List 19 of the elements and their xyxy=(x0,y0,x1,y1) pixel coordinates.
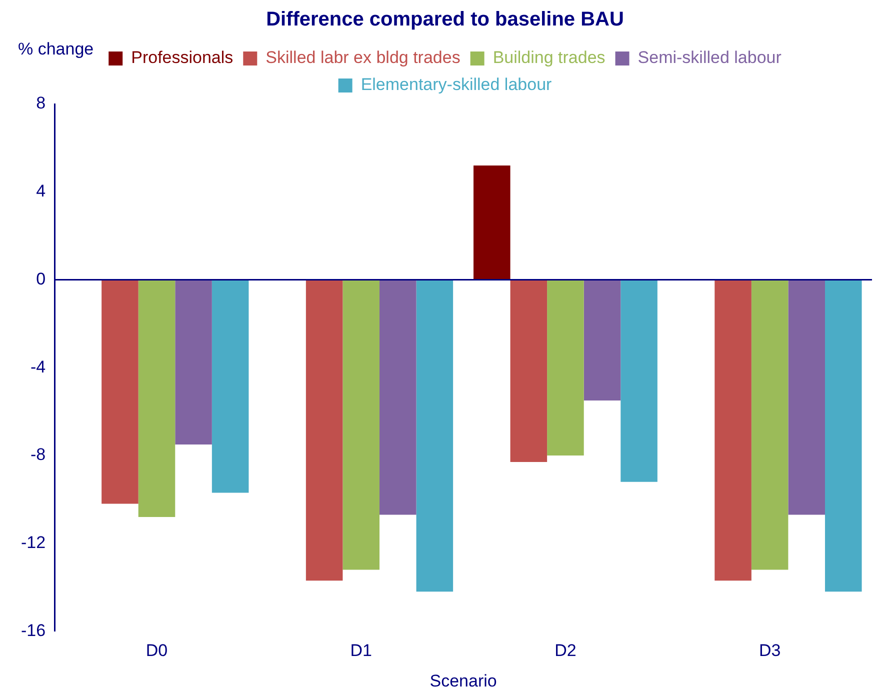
x-tick-label: D3 xyxy=(758,641,781,660)
y-tick-label: 8 xyxy=(36,94,46,113)
legend-label: Semi-skilled labour xyxy=(638,48,782,68)
y-axis-title: % change xyxy=(18,40,94,59)
chart-title: Difference compared to baseline BAU xyxy=(266,8,624,31)
legend-label: Skilled labr ex bldg trades xyxy=(266,48,460,68)
x-tick-label: D2 xyxy=(554,641,576,660)
y-tick-label: 4 xyxy=(36,182,46,201)
y-tick-label: -4 xyxy=(30,357,46,376)
y-tick-label: 0 xyxy=(36,269,46,288)
legend-label: Building trades xyxy=(492,48,606,68)
legend-label: Elementary-skilled labour xyxy=(360,75,552,94)
x-tick-label: D1 xyxy=(350,641,372,660)
y-tick-label: -12 xyxy=(20,533,46,552)
x-tick-label: D0 xyxy=(146,641,168,660)
y-tick-label: -16 xyxy=(20,620,46,640)
legend-label: Professionals xyxy=(131,48,234,68)
x-axis-title: Scenario xyxy=(430,671,497,690)
y-tick-label: -8 xyxy=(30,445,46,464)
